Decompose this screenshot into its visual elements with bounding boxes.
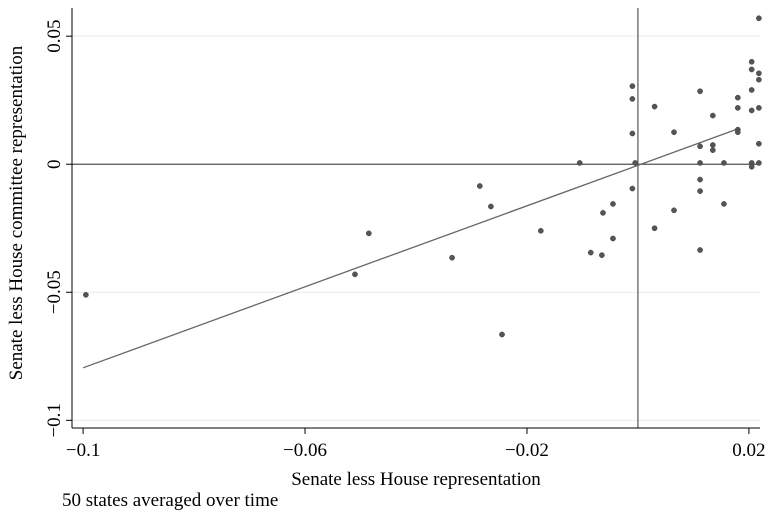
data-point [748,87,755,93]
x-tick-label: −0.06 [283,440,327,461]
data-point [697,176,703,183]
data-point [476,183,483,189]
data-point [697,188,703,194]
y-tick-label: 0.05 [44,20,65,53]
axes [66,8,760,434]
data-point [587,249,594,256]
x-tick-label: −0.1 [66,440,100,461]
data-point [629,96,636,102]
data-point [365,230,372,237]
data-point [748,66,755,73]
data-point [734,129,741,136]
y-axis-title: Senate less House committee representati… [6,45,27,380]
data-point [83,291,89,298]
data-point [734,94,741,101]
data-point [709,147,716,153]
data-point [651,225,658,232]
tick-labels: −0.1 −0.06 −0.02 0.02 0.05 0 −0.05 −0.1 [44,20,766,461]
data-point [748,107,755,114]
data-point [748,58,755,65]
data-point [599,252,605,258]
data-point [721,160,727,166]
data-point [632,160,639,166]
data-point [756,70,762,77]
data-point [671,129,677,136]
data-points [83,15,762,338]
data-point [449,254,455,261]
data-point [697,160,703,166]
data-point [651,103,658,110]
y-tick-label: 0 [44,159,65,169]
x-tick-label: 0.02 [732,440,765,461]
data-point [756,105,762,111]
x-tick-label: −0.02 [505,440,549,461]
data-point [709,142,716,148]
data-point [352,271,358,278]
data-point [756,140,762,147]
data-point [734,105,741,111]
data-point [610,235,616,242]
data-point [748,163,755,170]
data-point [709,112,716,119]
data-point [697,88,703,95]
data-point [721,201,727,207]
data-point [629,185,636,192]
reference-lines [72,8,760,428]
data-point [488,203,494,210]
data-point [629,83,636,89]
fit-line [82,128,739,369]
y-tick-label: −0.05 [44,270,65,314]
x-axis-title: Senate less House representation [291,469,541,490]
data-point [756,76,762,83]
data-point [600,210,606,216]
data-point [697,247,703,253]
data-point [697,143,703,150]
data-point [629,130,636,137]
data-point [610,201,616,207]
data-point [756,160,762,166]
data-point [499,331,505,338]
y-tick-label: −0.1 [44,403,65,437]
data-point [756,15,762,22]
data-point [537,227,544,234]
data-point [576,160,583,166]
fit-line-group [82,128,739,369]
chart-note: 50 states averaged over time [62,490,279,511]
data-point [671,207,677,214]
